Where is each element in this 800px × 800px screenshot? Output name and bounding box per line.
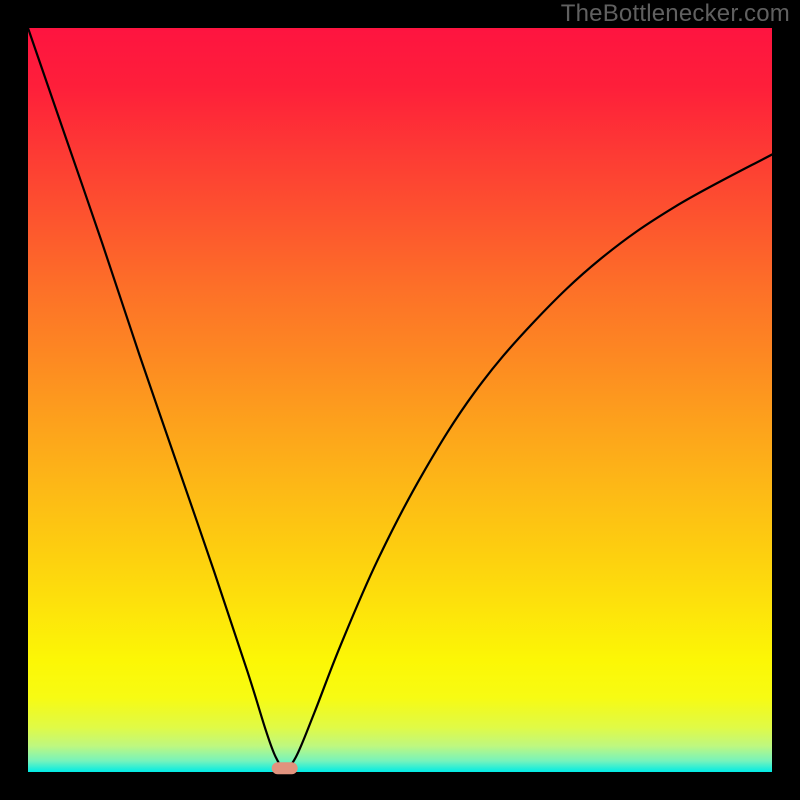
plot-area — [28, 28, 772, 772]
min-marker — [272, 762, 298, 774]
chart-canvas: TheBottlenecker.com — [0, 0, 800, 800]
watermark-text: TheBottlenecker.com — [561, 0, 790, 28]
chart-svg — [0, 0, 800, 800]
